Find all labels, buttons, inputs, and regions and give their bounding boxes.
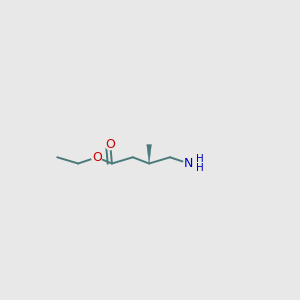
Text: O: O	[92, 151, 102, 164]
Text: H: H	[196, 154, 203, 164]
Text: O: O	[105, 138, 115, 151]
Polygon shape	[147, 145, 152, 164]
Circle shape	[92, 152, 102, 162]
Circle shape	[105, 140, 116, 150]
Text: N: N	[184, 157, 193, 170]
Circle shape	[184, 158, 194, 169]
Text: H: H	[196, 163, 203, 173]
